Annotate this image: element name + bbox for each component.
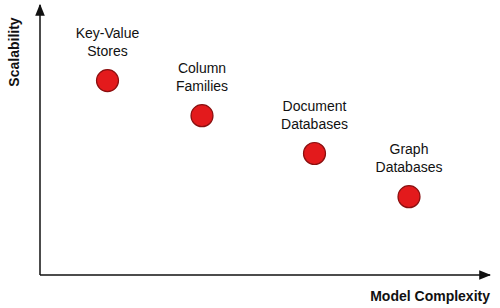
point xyxy=(398,186,420,208)
point-label: Column Families xyxy=(176,60,228,94)
point xyxy=(304,143,326,165)
y-axis xyxy=(39,5,41,275)
point xyxy=(191,105,213,127)
x-axis-title: Model Complexity xyxy=(370,288,490,304)
point xyxy=(97,70,119,92)
point-label-line: Databases xyxy=(376,159,443,175)
point-label-line: Column xyxy=(178,60,226,76)
point-label-line: Families xyxy=(176,78,228,94)
point-label-line: Graph xyxy=(390,141,429,157)
point-label-line: Key-Value xyxy=(76,25,140,41)
point-label: Key-Value Stores xyxy=(76,25,140,59)
x-axis xyxy=(40,274,490,276)
chart: Model Complexity Scalability Key-Value Stor… xyxy=(0,0,500,308)
point-label-line: Stores xyxy=(87,43,127,59)
point-label: Document Databases xyxy=(281,98,348,132)
points xyxy=(97,70,421,208)
point-label-line: Databases xyxy=(281,116,348,132)
point-label-line: Document xyxy=(283,98,347,114)
chart-root: Model Complexity Scalability Key-Value Stor… xyxy=(0,0,500,308)
y-axis-title: Scalability xyxy=(6,17,22,86)
point-label: Graph Databases xyxy=(376,141,443,175)
